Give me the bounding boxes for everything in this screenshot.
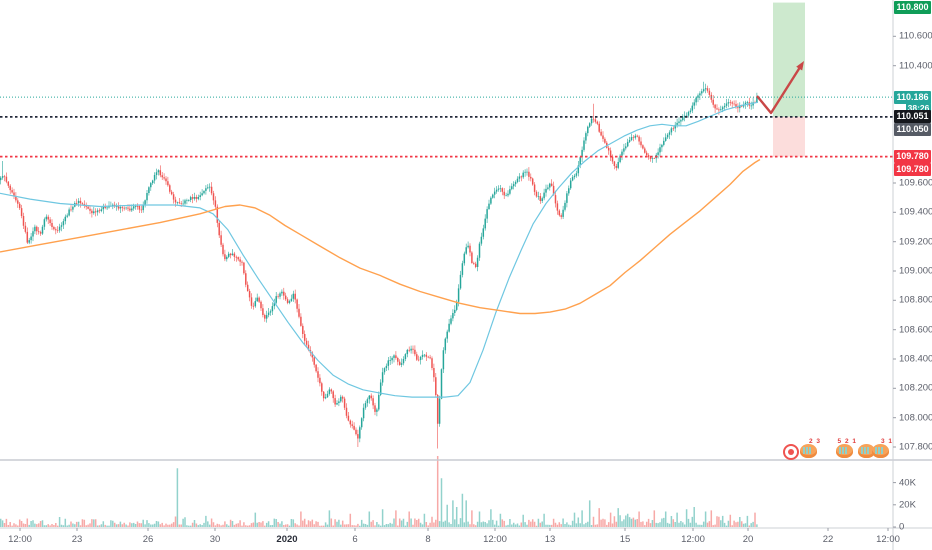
- support-price-badge-red-2: 109.780: [894, 162, 931, 176]
- price-tick-label: 108.400: [899, 353, 932, 365]
- volume-tick-label: 0: [899, 521, 905, 533]
- candle-bodies-down: [3, 88, 756, 439]
- price-tick-label: 109.200: [899, 236, 932, 248]
- candle-wicks-up: [0, 81, 758, 443]
- price-tick-label: 109.600: [899, 177, 932, 189]
- time-tick-label: 12:00: [876, 534, 900, 545]
- time-tick-label: 22: [822, 534, 834, 545]
- volume-bars-up: [0, 468, 758, 527]
- idea-bubble-icon[interactable]: 2 3: [800, 438, 820, 458]
- time-tick-label: 26: [142, 534, 154, 545]
- current-price-badge: 110.186: [894, 90, 931, 104]
- price-alert-badge: 110.800: [894, 0, 931, 14]
- time-tick-label: 23: [71, 534, 83, 545]
- ma-slow-line[interactable]: [0, 158, 761, 315]
- candle-bodies-up: [0, 88, 758, 439]
- time-tick-label: 12:00: [8, 534, 32, 545]
- support-price-badge-red-1: 109.780: [894, 150, 931, 164]
- target-marker-icon[interactable]: [783, 444, 799, 460]
- volume-tick-label: 20K: [899, 499, 916, 511]
- volume-tick-label: 40K: [899, 477, 916, 489]
- time-tick-label: 12:00: [483, 534, 507, 545]
- price-tick-label: 110.400: [899, 60, 932, 72]
- ma-fast-line[interactable]: [0, 101, 759, 398]
- price-tick-label: 108.800: [899, 294, 932, 306]
- projection-profit-box[interactable]: [773, 2, 805, 117]
- bar-countdown-badge: 38:26: [906, 103, 931, 115]
- time-tick-label: 13: [544, 534, 556, 545]
- time-tick-label: 30: [209, 534, 221, 545]
- price-tick-label: 109.400: [899, 206, 932, 218]
- projection-loss-box[interactable]: [773, 116, 805, 157]
- idea-count-label: 3 1: [880, 438, 893, 445]
- price-tick-label: 108.600: [899, 324, 932, 336]
- forecast-arrow-head: [796, 61, 804, 71]
- idea-bubble-icon[interactable]: [858, 444, 875, 458]
- time-tick-label: 6: [352, 534, 358, 545]
- price-tick-label: 110.600: [899, 30, 932, 42]
- time-tick-label: 12:00: [681, 534, 705, 545]
- time-tick-label: 15: [619, 534, 631, 545]
- time-tick-label: 2020: [276, 534, 298, 545]
- level-price-badge-black: 110.051: [894, 110, 931, 124]
- idea-bubble-icon[interactable]: 3 1: [872, 438, 892, 458]
- idea-count-label: 2 3: [808, 438, 821, 445]
- volume-bars-down: [3, 456, 756, 527]
- idea-bubble-icon[interactable]: 5 2 1: [836, 438, 856, 458]
- price-tick-label: 107.800: [899, 441, 932, 453]
- level-price-badge-gray: 110.050: [894, 122, 931, 136]
- forecast-arrow[interactable]: [756, 67, 801, 115]
- price-tick-label: 109.000: [899, 265, 932, 277]
- time-tick-label: 20: [742, 534, 754, 545]
- price-tick-label: 108.000: [899, 412, 932, 424]
- candle-wicks-down: [4, 85, 756, 449]
- time-tick-label: 8: [425, 534, 431, 545]
- price-tick-label: 108.200: [899, 382, 932, 394]
- idea-count-label: 5 2 1: [837, 438, 857, 445]
